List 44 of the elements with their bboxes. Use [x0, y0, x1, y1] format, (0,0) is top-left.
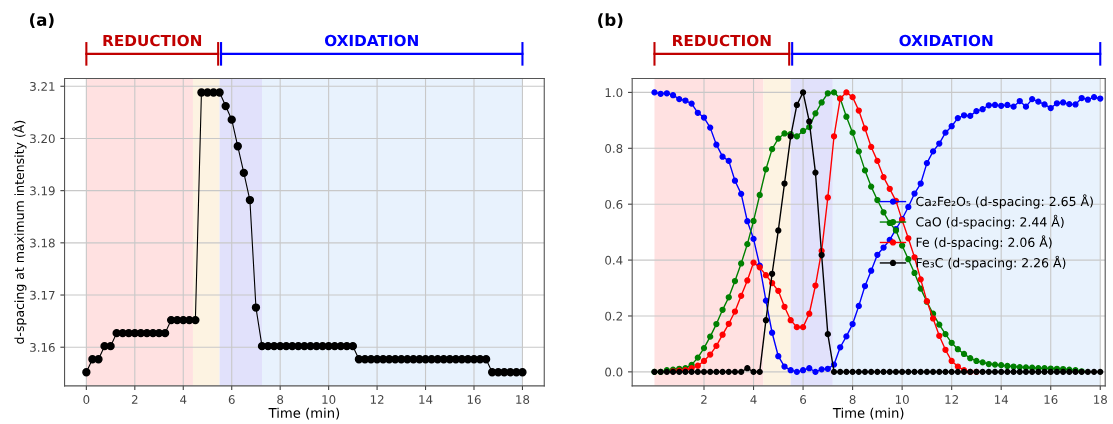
text: REDUCTION	[103, 34, 202, 47]
x-tick-label: 4	[750, 395, 757, 404]
legend-label: Ca₂Fe₂O₅ (d-spacing: 2.65 Å)	[916, 194, 1093, 209]
x-tick-label: 10	[895, 395, 909, 405]
y-tick-label: 0.8	[605, 144, 623, 153]
y-tick-label: 3.16	[30, 342, 55, 352]
x-tick-label: 14	[994, 395, 1009, 404]
x-tick-label: 14	[419, 395, 433, 404]
legend-label: Fe (d-spacing: 2.06 Å)	[916, 235, 1052, 250]
y-tick-label: 3.20	[30, 134, 55, 144]
x-tick-label: 12	[370, 395, 384, 404]
x-axis-title: Time (min)	[832, 407, 904, 420]
y-tick-label: 0.6	[605, 199, 623, 209]
x-tick-label: 12	[945, 395, 958, 404]
y-tick-label: 1.0	[605, 88, 623, 98]
x-tick-label: 2	[701, 395, 707, 404]
x-tick-label: 6	[228, 395, 235, 405]
x-tick-label: 10	[322, 395, 336, 405]
chart-title: (a)	[30, 13, 54, 28]
x-axis-title: Time (min)	[268, 407, 340, 420]
text: OXIDATION	[324, 34, 418, 47]
x-tick-label: 4	[180, 395, 187, 404]
x-tick-label: 6	[800, 395, 807, 405]
x-tick-label: 8	[277, 395, 284, 405]
y-axis-title: d-spacing at maximum intensity (Å)	[12, 120, 27, 344]
legend-label: Fe₃C (d-spacing: 2.26 Å)	[916, 255, 1066, 270]
y-tick-label: 0.4	[605, 255, 623, 265]
x-tick-label: 16	[1044, 395, 1058, 405]
chart-title: (b)	[598, 13, 623, 28]
x-tick-label: 18	[516, 395, 530, 405]
y-tick-label: 3.17	[30, 290, 55, 300]
x-tick-label: 16	[467, 395, 481, 405]
y-tick-label: 3.19	[30, 186, 55, 196]
y-tick-label: 3.21	[30, 81, 55, 91]
x-tick-label: 2	[131, 395, 138, 404]
x-tick-label: 8	[849, 395, 856, 405]
text: OXIDATION	[899, 34, 993, 47]
x-tick-label: 18	[1094, 395, 1107, 405]
text: REDUCTION	[673, 34, 771, 47]
y-tick-label: 3.18	[30, 238, 55, 248]
legend-label: CaO (d-spacing: 2.44 Å)	[916, 214, 1064, 230]
x-tick-label: 0	[83, 395, 90, 405]
y-tick-label: 0.2	[605, 311, 622, 321]
y-tick-label: 0.0	[605, 367, 623, 377]
